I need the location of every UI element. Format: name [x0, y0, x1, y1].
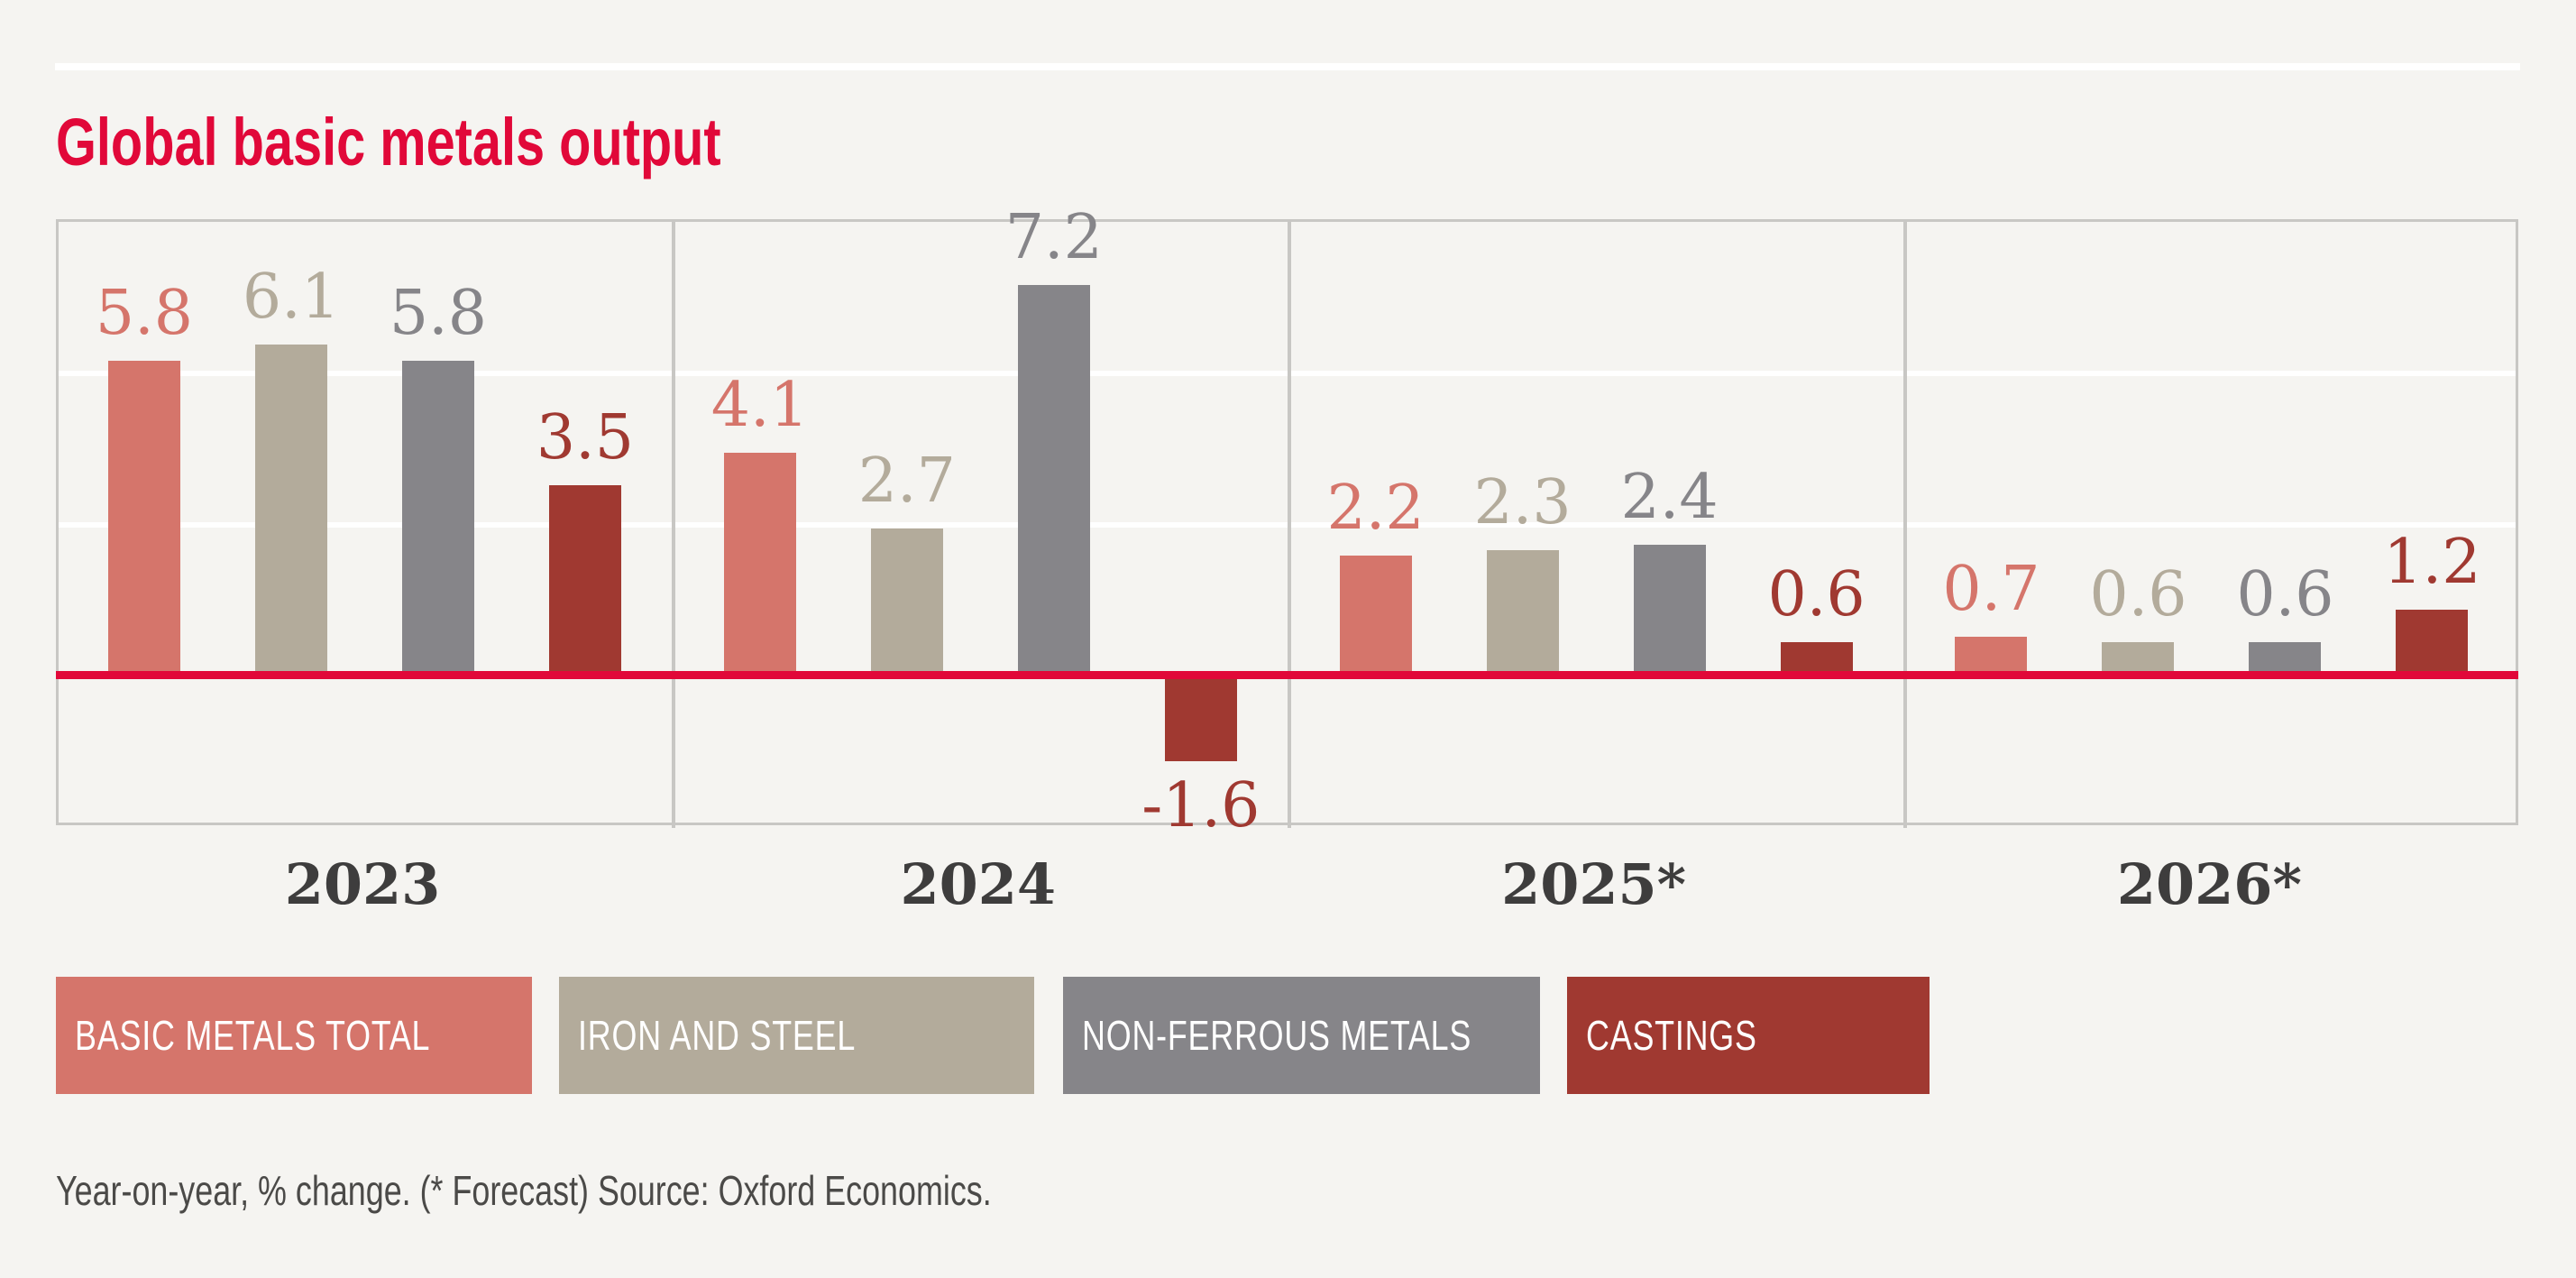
legend-item-1: BASIC METALS TOTAL — [56, 977, 532, 1094]
value-label: 2.3 — [1473, 467, 1572, 538]
plot-area: 5.8 6.1 5.8 3.5 4.1 2.7 7.2 -1.6 2.2 2.3 2.4 0.6 0.7… — [56, 202, 2518, 841]
value-label: 0.6 — [1767, 559, 1866, 630]
value-label: -1.6 — [1141, 770, 1260, 841]
group-divider-3 — [1903, 222, 1907, 828]
value-label: 2.2 — [1326, 473, 1425, 544]
year-label-2026: 2026* — [2116, 851, 2302, 917]
year-label-2025: 2025* — [1501, 851, 1687, 917]
bar-2026-1 — [1955, 637, 2028, 675]
value-label: 6.1 — [242, 262, 341, 333]
chart-title-text: Global basic metals output — [56, 105, 721, 179]
legend-label: NON-FERROUS METALS — [1082, 1012, 1472, 1059]
legend-label: IRON AND STEEL — [578, 1012, 857, 1059]
legend-item-4: CASTINGS — [1567, 977, 1930, 1094]
chart-title: Global basic metals output — [56, 106, 909, 179]
value-label: 2.7 — [857, 446, 956, 517]
group-divider-2 — [1288, 222, 1291, 828]
legend-label: CASTINGS — [1586, 1012, 1757, 1059]
bar-2025-1 — [1339, 556, 1412, 675]
value-label: 0.6 — [2089, 559, 2187, 630]
bar-2026-4 — [2396, 610, 2469, 675]
bar-2023-3 — [402, 361, 474, 675]
value-label: 5.8 — [95, 278, 194, 349]
bar-2026-3 — [2249, 642, 2322, 675]
zero-axis-line — [56, 671, 2518, 679]
value-label: 5.8 — [389, 278, 488, 349]
value-label: 2.4 — [1620, 462, 1719, 533]
year-label-2024: 2024 — [900, 851, 1057, 917]
bar-2025-4 — [1780, 642, 1853, 675]
gridline-lower — [59, 522, 2516, 528]
value-label: 3.5 — [536, 402, 635, 474]
legend-item-2: IRON AND STEEL — [559, 977, 1034, 1094]
bar-2024-3 — [1017, 285, 1090, 675]
value-label: 1.2 — [2383, 527, 2481, 598]
legend-label: BASIC METALS TOTAL — [75, 1012, 431, 1059]
bar-2024-2 — [870, 529, 943, 675]
value-label: 0.7 — [1942, 554, 2040, 625]
value-label: 4.1 — [710, 370, 809, 441]
value-label: 0.6 — [2236, 559, 2334, 630]
footer-note: Year-on-year, % change. (* Forecast) Sou… — [56, 1165, 1255, 1216]
legend-item-3: NON-FERROUS METALS — [1063, 977, 1540, 1094]
gridline-upper — [59, 371, 2516, 376]
bar-2023-1 — [108, 361, 180, 675]
bar-2023-2 — [255, 345, 327, 675]
top-divider-rule — [55, 63, 2520, 70]
year-label-2023: 2023 — [284, 851, 441, 917]
bar-2024-1 — [723, 453, 796, 675]
group-divider-1 — [672, 222, 675, 828]
bar-2025-2 — [1486, 550, 1559, 675]
value-label: 7.2 — [1004, 202, 1103, 273]
bar-2026-2 — [2102, 642, 2175, 675]
bar-2023-4 — [549, 485, 621, 675]
footer-note-text: Year-on-year, % change. (* Forecast) Sou… — [56, 1167, 992, 1214]
bar-2025-3 — [1633, 545, 1706, 675]
bar-2024-4 — [1164, 675, 1237, 761]
